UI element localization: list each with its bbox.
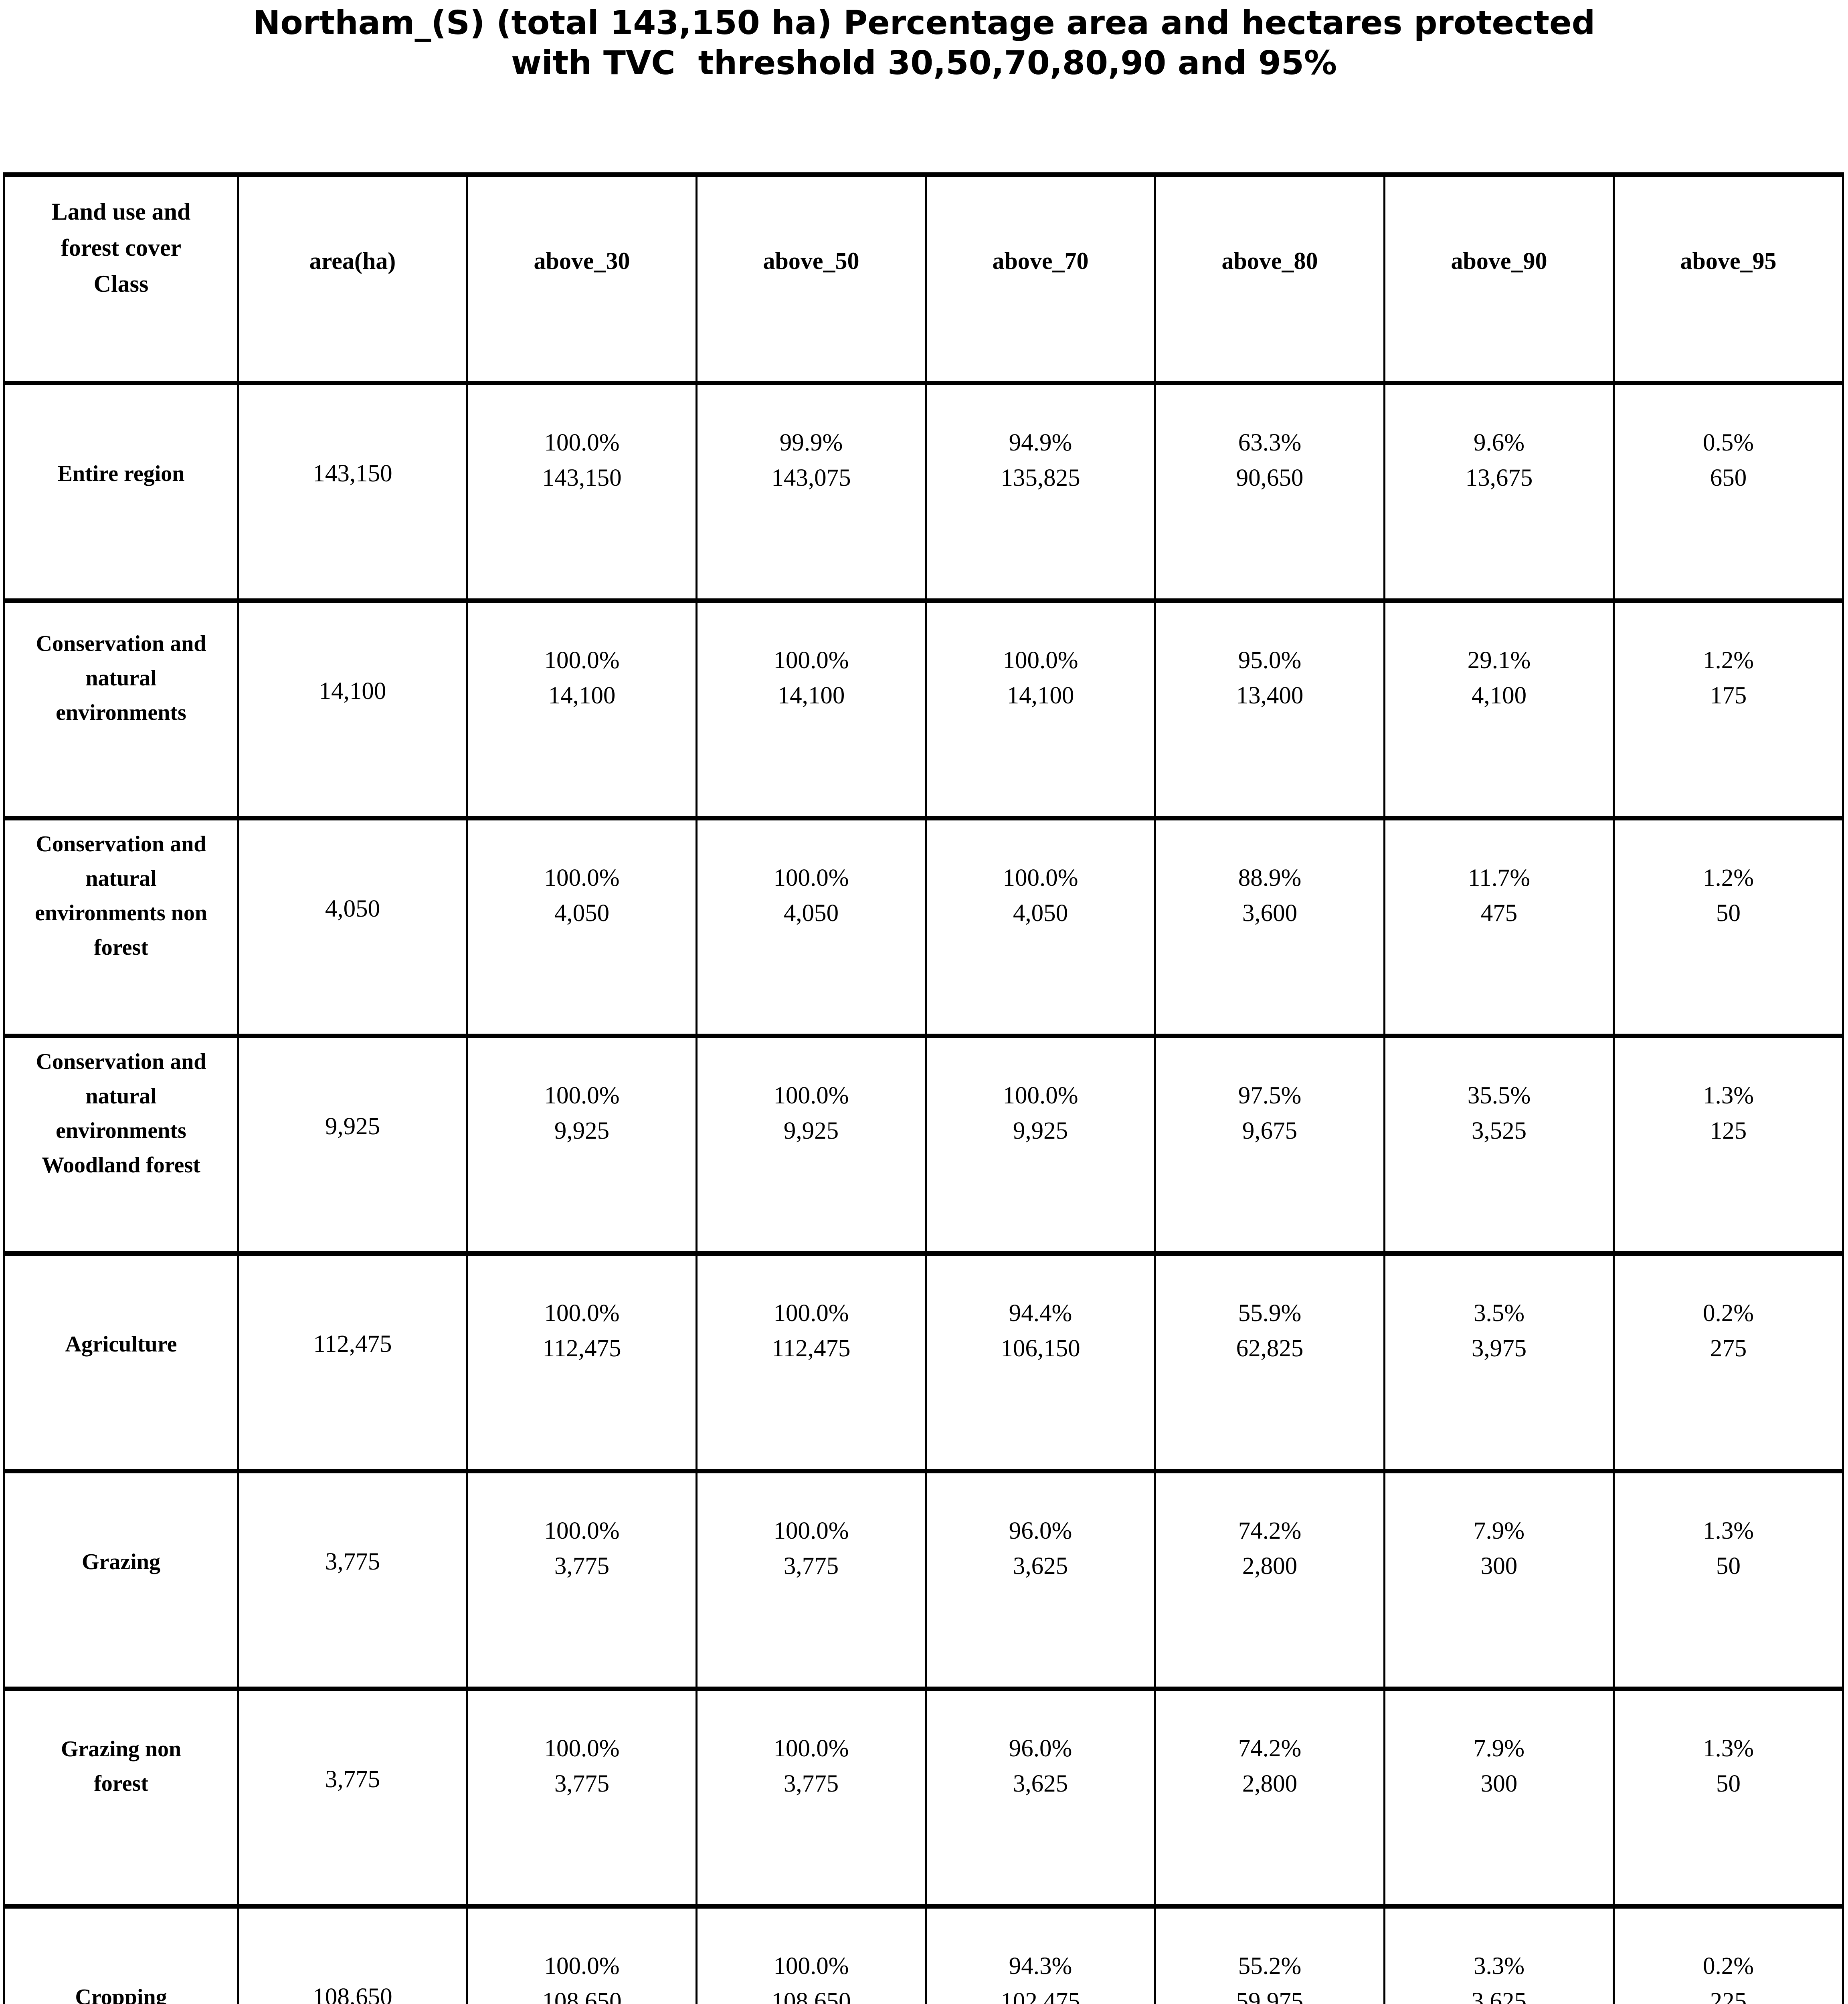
cell-above-50: 100.0% 3,775	[696, 1687, 927, 1909]
page-title: Northam_(S) (total 143,150 ha) Percentag…	[0, 3, 1848, 83]
cell-above-50: 100.0% 14,100	[696, 598, 927, 820]
cell-above-90: 9.6% 13,675	[1383, 381, 1615, 603]
row-class-label: Cropping	[3, 1904, 239, 2004]
table-row: Conservation and natural environments no…	[3, 816, 1844, 1038]
title-line-2: with TVC threshold 30,50,70,80,90 and 95…	[511, 44, 1337, 82]
row-class-label: Conservation and natural environments	[3, 598, 239, 820]
cell-area: 112,475	[237, 1251, 468, 1473]
cell-above-80: 55.9% 62,825	[1154, 1251, 1385, 1473]
cell-area: 143,150	[237, 381, 468, 603]
cell-above-95: 0.5% 650	[1613, 381, 1844, 603]
col-header-above-70: above_70	[925, 172, 1156, 385]
cell-above-50: 100.0% 9,925	[696, 1034, 927, 1256]
cell-above-70: 94.3% 102,475	[925, 1904, 1156, 2004]
cell-above-90: 7.9% 300	[1383, 1469, 1615, 1691]
cell-above-95: 0.2% 225	[1613, 1904, 1844, 2004]
cell-above-70: 100.0% 4,050	[925, 816, 1156, 1038]
protected-area-table: Land use and forest cover Class area(ha)…	[3, 172, 1844, 2004]
cell-above-90: 3.5% 3,975	[1383, 1251, 1615, 1473]
cell-above-80: 88.9% 3,600	[1154, 816, 1385, 1038]
cell-above-30: 100.0% 108,650	[466, 1904, 698, 2004]
table-row: Conservation and natural environments Wo…	[3, 1034, 1844, 1256]
cell-above-50: 100.0% 4,050	[696, 816, 927, 1038]
cell-above-90: 29.1% 4,100	[1383, 598, 1615, 820]
cell-above-70: 100.0% 9,925	[925, 1034, 1156, 1256]
cell-area: 9,925	[237, 1034, 468, 1256]
col-header-above-30: above_30	[466, 172, 698, 385]
cell-above-70: 94.9% 135,825	[925, 381, 1156, 603]
cell-above-50: 100.0% 112,475	[696, 1251, 927, 1473]
cell-above-50: 100.0% 108,650	[696, 1904, 927, 2004]
cell-above-70: 96.0% 3,625	[925, 1687, 1156, 1909]
cell-above-80: 74.2% 2,800	[1154, 1469, 1385, 1691]
cell-above-80: 97.5% 9,675	[1154, 1034, 1385, 1256]
cell-above-95: 1.2% 50	[1613, 816, 1844, 1038]
cell-area: 108,650	[237, 1904, 468, 2004]
cell-area: 14,100	[237, 598, 468, 820]
col-header-area: area(ha)	[237, 172, 468, 385]
cell-above-30: 100.0% 112,475	[466, 1251, 698, 1473]
cell-above-30: 100.0% 143,150	[466, 381, 698, 603]
cell-above-30: 100.0% 14,100	[466, 598, 698, 820]
cell-above-30: 100.0% 4,050	[466, 816, 698, 1038]
cell-above-70: 100.0% 14,100	[925, 598, 1156, 820]
table-header-row: Land use and forest cover Class area(ha)…	[3, 172, 1844, 385]
table-row: Entire region 143,150 100.0% 143,150 99.9…	[3, 381, 1844, 603]
cell-above-30: 100.0% 3,775	[466, 1687, 698, 1909]
row-class-label: Conservation and natural environments no…	[3, 816, 239, 1038]
cell-above-90: 3.3% 3,625	[1383, 1904, 1615, 2004]
cell-above-70: 94.4% 106,150	[925, 1251, 1156, 1473]
cell-area: 3,775	[237, 1469, 468, 1691]
row-class-label: Entire region	[3, 381, 239, 603]
cell-above-90: 7.9% 300	[1383, 1687, 1615, 1909]
cell-above-70: 96.0% 3,625	[925, 1469, 1156, 1691]
cell-above-95: 1.2% 175	[1613, 598, 1844, 820]
cell-above-80: 55.2% 59,975	[1154, 1904, 1385, 2004]
title-line-1: Northam_(S) (total 143,150 ha) Percentag…	[253, 4, 1595, 42]
cell-above-95: 1.3% 50	[1613, 1469, 1844, 1691]
table-row: Conservation and natural environments 14…	[3, 598, 1844, 820]
row-class-label: Grazing non forest	[3, 1687, 239, 1909]
cell-above-30: 100.0% 3,775	[466, 1469, 698, 1691]
table-row: Cropping 108,650 100.0% 108,650 100.0% 108…	[3, 1904, 1844, 2004]
cell-above-80: 63.3% 90,650	[1154, 381, 1385, 603]
row-class-label: Grazing	[3, 1469, 239, 1691]
cell-above-30: 100.0% 9,925	[466, 1034, 698, 1256]
col-header-above-80: above_80	[1154, 172, 1385, 385]
cell-above-80: 95.0% 13,400	[1154, 598, 1385, 820]
cell-area: 3,775	[237, 1687, 468, 1909]
table-row: Agriculture 112,475 100.0% 112,475 100.0%…	[3, 1251, 1844, 1473]
cell-above-90: 11.7% 475	[1383, 816, 1615, 1038]
row-class-label: Conservation and natural environments Wo…	[3, 1034, 239, 1256]
cell-above-95: 1.3% 125	[1613, 1034, 1844, 1256]
cell-above-80: 74.2% 2,800	[1154, 1687, 1385, 1909]
col-header-above-90: above_90	[1383, 172, 1615, 385]
col-header-class: Land use and forest cover Class	[3, 172, 239, 385]
row-class-label: Agriculture	[3, 1251, 239, 1473]
table-row: Grazing non forest 3,775 100.0% 3,775 100…	[3, 1687, 1844, 1909]
cell-above-50: 100.0% 3,775	[696, 1469, 927, 1691]
cell-above-50: 99.9% 143,075	[696, 381, 927, 603]
col-header-above-50: above_50	[696, 172, 927, 385]
cell-area: 4,050	[237, 816, 468, 1038]
col-header-above-95: above_95	[1613, 172, 1844, 385]
table-row: Grazing 3,775 100.0% 3,775 100.0% 3,775 96…	[3, 1469, 1844, 1691]
cell-above-90: 35.5% 3,525	[1383, 1034, 1615, 1256]
cell-above-95: 1.3% 50	[1613, 1687, 1844, 1909]
cell-above-95: 0.2% 275	[1613, 1251, 1844, 1473]
